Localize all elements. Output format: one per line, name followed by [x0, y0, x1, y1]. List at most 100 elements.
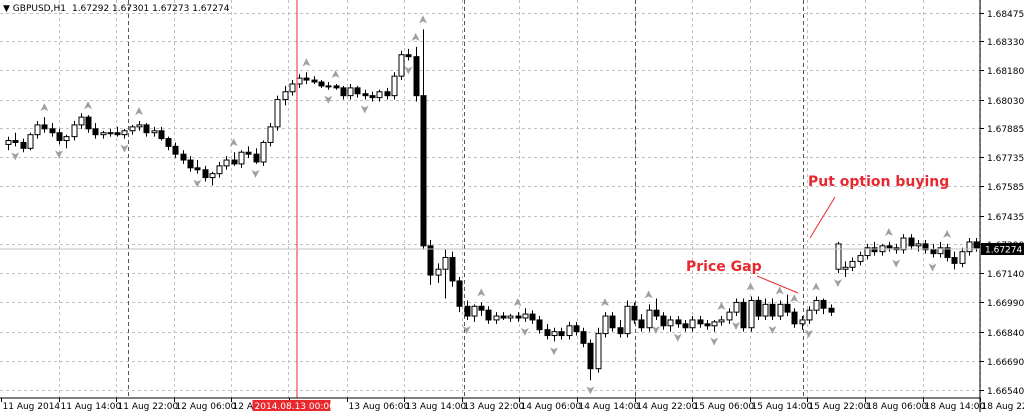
candle[interactable]: [937, 241, 944, 258]
candle[interactable]: [340, 85, 347, 100]
candle[interactable]: [202, 165, 209, 182]
candle[interactable]: [282, 85, 289, 106]
candle[interactable]: [253, 148, 260, 164]
candle[interactable]: [427, 239, 434, 285]
candle[interactable]: [100, 130, 107, 139]
candle[interactable]: [908, 234, 915, 250]
candle[interactable]: [485, 306, 492, 324]
candle[interactable]: [194, 160, 201, 174]
candle[interactable]: [944, 243, 951, 262]
candle[interactable]: [34, 121, 41, 139]
candle[interactable]: [777, 300, 784, 320]
candle[interactable]: [413, 46, 420, 102]
candle[interactable]: [849, 257, 856, 272]
candle[interactable]: [151, 126, 158, 137]
candle[interactable]: [478, 302, 485, 317]
candle[interactable]: [675, 316, 682, 328]
candle[interactable]: [449, 251, 456, 287]
candle[interactable]: [740, 298, 747, 332]
candle[interactable]: [726, 308, 733, 324]
candlesticks[interactable]: [5, 29, 995, 381]
candle[interactable]: [49, 122, 56, 137]
candle[interactable]: [733, 298, 740, 317]
candle[interactable]: [129, 124, 136, 135]
candle[interactable]: [216, 161, 223, 178]
candle[interactable]: [136, 121, 143, 131]
candle[interactable]: [384, 87, 391, 100]
candle[interactable]: [900, 234, 907, 254]
candle[interactable]: [886, 241, 893, 252]
candle[interactable]: [333, 83, 340, 90]
candle[interactable]: [784, 294, 791, 317]
candle[interactable]: [260, 140, 267, 166]
candle[interactable]: [362, 89, 369, 100]
candle[interactable]: [580, 327, 587, 348]
candle[interactable]: [544, 323, 551, 340]
candle[interactable]: [755, 296, 762, 320]
candle[interactable]: [369, 91, 376, 102]
candle[interactable]: [791, 308, 798, 328]
candle[interactable]: [398, 50, 405, 81]
candle[interactable]: [231, 152, 238, 166]
candle[interactable]: [566, 321, 573, 340]
candle[interactable]: [587, 339, 594, 381]
candle[interactable]: [966, 238, 973, 256]
candle[interactable]: [515, 312, 522, 322]
candle[interactable]: [697, 316, 704, 328]
candle[interactable]: [12, 132, 19, 147]
candle[interactable]: [165, 136, 172, 151]
candle[interactable]: [71, 121, 78, 141]
candle[interactable]: [522, 308, 529, 322]
candle[interactable]: [529, 310, 536, 324]
candle[interactable]: [114, 126, 121, 137]
candle[interactable]: [325, 82, 332, 90]
candle[interactable]: [573, 321, 580, 336]
candle[interactable]: [41, 117, 48, 133]
candle[interactable]: [617, 319, 624, 338]
candle[interactable]: [121, 128, 128, 139]
candle[interactable]: [638, 314, 645, 332]
candle[interactable]: [820, 298, 827, 315]
candle[interactable]: [667, 316, 674, 332]
candle[interactable]: [595, 327, 602, 373]
candle[interactable]: [85, 115, 92, 133]
candle[interactable]: [660, 312, 667, 330]
candle[interactable]: [209, 171, 216, 186]
candle[interactable]: [172, 142, 179, 159]
candle[interactable]: [78, 113, 85, 129]
candle[interactable]: [5, 136, 12, 151]
candle[interactable]: [922, 239, 929, 254]
candle[interactable]: [289, 80, 296, 96]
candle[interactable]: [857, 251, 864, 266]
candle[interactable]: [180, 150, 187, 164]
candle[interactable]: [835, 241, 842, 274]
candle[interactable]: [391, 72, 398, 100]
candle[interactable]: [682, 319, 689, 332]
candle[interactable]: [493, 312, 500, 324]
candle[interactable]: [63, 134, 70, 149]
candle[interactable]: [828, 304, 835, 317]
candle[interactable]: [631, 302, 638, 324]
candle[interactable]: [507, 314, 514, 322]
candle[interactable]: [959, 247, 966, 268]
candle[interactable]: [624, 300, 631, 338]
candle[interactable]: [92, 122, 99, 139]
candle[interactable]: [769, 298, 776, 320]
candle[interactable]: [806, 306, 813, 324]
candle[interactable]: [748, 296, 755, 332]
candle[interactable]: [347, 83, 354, 100]
candle[interactable]: [223, 156, 230, 170]
candle[interactable]: [864, 243, 871, 260]
candle[interactable]: [536, 316, 543, 334]
candle[interactable]: [915, 239, 922, 252]
candle[interactable]: [718, 316, 725, 326]
candle[interactable]: [813, 296, 820, 315]
candle[interactable]: [405, 48, 412, 61]
candle[interactable]: [500, 312, 507, 320]
candle[interactable]: [558, 327, 565, 340]
candle[interactable]: [27, 132, 34, 151]
candle[interactable]: [442, 249, 449, 299]
candle[interactable]: [311, 76, 318, 84]
candle[interactable]: [420, 29, 427, 250]
